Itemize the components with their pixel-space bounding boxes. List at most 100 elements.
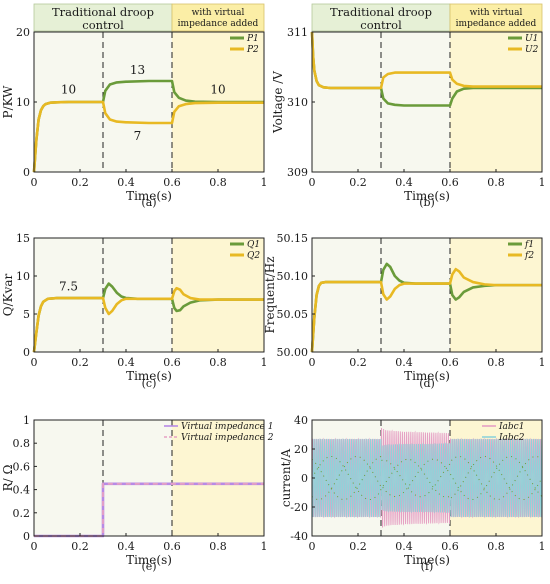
axes-frame [311,237,543,353]
x-axis-label: Time(s) [126,189,172,203]
traditional-band [311,3,451,32]
legend-label: U1 [525,34,538,44]
value-annotation: 10 [61,83,76,97]
xtick-label: 0.4 [117,176,135,189]
legend-label: P1 [246,34,259,44]
ytick-label: 20 [294,443,308,456]
x-axis-label: Time(s) [126,369,172,383]
xtick-label: 0.4 [117,356,135,369]
ytick-label: 0.4 [13,484,31,497]
xtick-label: 0.2 [349,540,367,553]
xtick-label: 0.2 [349,176,367,189]
series-Iabc2 [311,438,543,518]
xtick-label: 0.6 [163,176,181,189]
virtual-band [171,3,265,32]
phase-trace [311,455,543,501]
panel-sublabel: (f) [421,560,434,573]
ytick-label: 20 [16,26,30,39]
band-traditional-line2: control [360,18,402,32]
axes-frame [33,419,265,537]
traditional-band [33,3,173,32]
xtick-label: 0 [309,176,316,189]
value-annotation: 10 [210,83,225,97]
virtual-impedance-region [172,420,264,536]
ytick-label: 10 [16,270,30,283]
ytick-label: 50.00 [277,346,309,359]
ytick-label: -20 [290,501,308,514]
virtual-band [449,3,543,32]
xtick-label: 0.8 [209,176,227,189]
xtick-label: 0.2 [349,356,367,369]
ytick-label: 309 [287,166,308,179]
virtual-impedance-region [450,32,542,172]
series-Q2 [32,286,264,353]
panel-sublabel: (d) [419,377,435,390]
ytick-label: 0 [301,472,308,485]
band-virtual-line2: impedance added [456,19,537,29]
xtick-label: 0.4 [395,540,413,553]
xtick-label: 0.8 [209,540,227,553]
ytick-label: 1 [23,414,30,427]
y-axis-label: current/A [279,449,293,508]
virtual-impedance-region [450,238,542,352]
xtick-label: 0 [31,176,38,189]
xtick-label: 0.4 [395,356,413,369]
traditional-region [312,238,450,352]
xtick-label: 1 [261,356,268,369]
legend-label: Q1 [247,240,260,250]
legend-label: f1 [524,240,534,250]
legend-label: f2 [524,251,534,261]
xtick-label: 1 [539,356,546,369]
ytick-label: 0.2 [13,507,31,520]
ytick-label: 50.15 [277,232,309,245]
panel-sublabel: (a) [141,196,156,209]
ytick-label: 40 [294,414,308,427]
legend-label: Q2 [247,251,260,261]
xtick-label: 0 [31,540,38,553]
x-axis-label: Time(s) [404,369,450,383]
xtick-label: 0.4 [395,176,413,189]
ytick-label: 10 [16,96,30,109]
xtick-label: 0 [309,356,316,369]
xtick-label: 1 [539,540,546,553]
xtick-label: 0.8 [487,540,505,553]
xtick-label: 0.2 [71,176,89,189]
ytick-label: 0 [23,530,30,543]
xtick-label: 0.8 [209,356,227,369]
panel-sublabel: (b) [419,196,435,209]
y-axis-label: Q/Kvar [1,273,15,316]
y-axis-label: P/KW [1,85,15,119]
panel-sublabel: (c) [142,377,157,390]
ytick-label: 310 [287,96,308,109]
xtick-label: 0.8 [487,356,505,369]
xtick-label: 0.2 [71,356,89,369]
band-traditional-line2: control [82,18,124,32]
axes-frame [33,237,265,353]
value-annotation: 13 [130,63,145,77]
x-axis-label: Time(s) [126,553,172,567]
value-annotation: 7.5 [59,279,78,293]
xtick-label: 0.6 [441,540,459,553]
y-axis-label: Voltage /V [271,71,285,134]
panel-sublabel: (e) [141,560,156,573]
ytick-label: 5 [23,308,30,321]
series-Virtual impedance 2 [34,482,264,537]
xtick-label: 0.2 [71,540,89,553]
ytick-label: 0 [23,166,30,179]
legend-label: Iabc2 [498,433,525,443]
series-f2 [310,267,542,353]
xtick-label: 1 [261,540,268,553]
phase-trace [311,455,543,501]
band-virtual-line1: with virtual [192,8,245,18]
band-traditional-line1: Traditional droop [330,5,432,19]
y-axis-label: Frequent/Hz [263,256,277,333]
ytick-label: 0.8 [13,437,31,450]
xtick-label: 0.6 [441,176,459,189]
